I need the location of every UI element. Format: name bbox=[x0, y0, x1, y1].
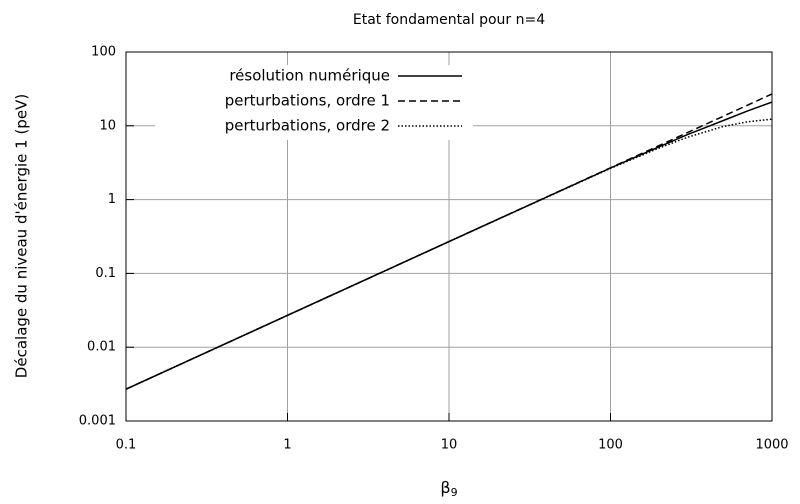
plot: 0.1 1 10 100 1000 0.001 0.01 0.1 1 10 100 résolutio… bbox=[79, 45, 789, 453]
legend-label: résolution numérique bbox=[229, 67, 390, 85]
plot-border bbox=[125, 51, 773, 422]
y-tick-label: 1 bbox=[108, 192, 116, 207]
y-tick-label: 10 bbox=[99, 118, 116, 133]
x-tick-label: 1000 bbox=[755, 438, 788, 453]
y-axis-label: Décalage du niveau d'énergie 1 (peV) bbox=[13, 94, 31, 378]
y-tick-label: 0.1 bbox=[95, 266, 116, 281]
x-tick-label: 10 bbox=[441, 438, 458, 453]
series-group bbox=[126, 93, 772, 390]
x-tick-label: 0.1 bbox=[116, 438, 137, 453]
legend: résolution numérique perturbations, ordre… bbox=[155, 65, 473, 140]
x-axis-label: β9 bbox=[440, 478, 457, 500]
y-tick-label: 0.001 bbox=[79, 414, 116, 429]
series-line bbox=[126, 93, 772, 390]
legend-label: perturbations, ordre 2 bbox=[225, 117, 390, 135]
y-tick-label: 100 bbox=[91, 45, 116, 60]
x-tick-label: 1 bbox=[283, 438, 291, 453]
x-axis-label-sub: 9 bbox=[451, 486, 458, 499]
y-tick-label: 0.01 bbox=[87, 340, 116, 355]
legend-label: perturbations, ordre 1 bbox=[225, 92, 390, 110]
series-line bbox=[126, 118, 772, 390]
chart-title: Etat fondamental pour n=4 bbox=[353, 12, 545, 28]
legend-background bbox=[155, 65, 473, 140]
x-tick-label: 100 bbox=[598, 438, 623, 453]
x-axis-label-base: β bbox=[440, 478, 450, 497]
